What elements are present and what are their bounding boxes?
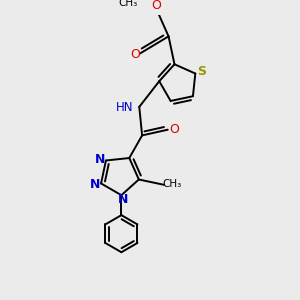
Text: N: N	[118, 193, 128, 206]
Text: N: N	[90, 178, 100, 191]
Text: O: O	[130, 48, 140, 62]
Text: O: O	[151, 0, 161, 12]
Text: HN: HN	[116, 101, 133, 114]
Text: CH₃: CH₃	[118, 0, 137, 8]
Text: S: S	[197, 65, 206, 78]
Text: N: N	[94, 153, 105, 166]
Text: O: O	[169, 123, 179, 136]
Text: CH₃: CH₃	[163, 179, 182, 189]
